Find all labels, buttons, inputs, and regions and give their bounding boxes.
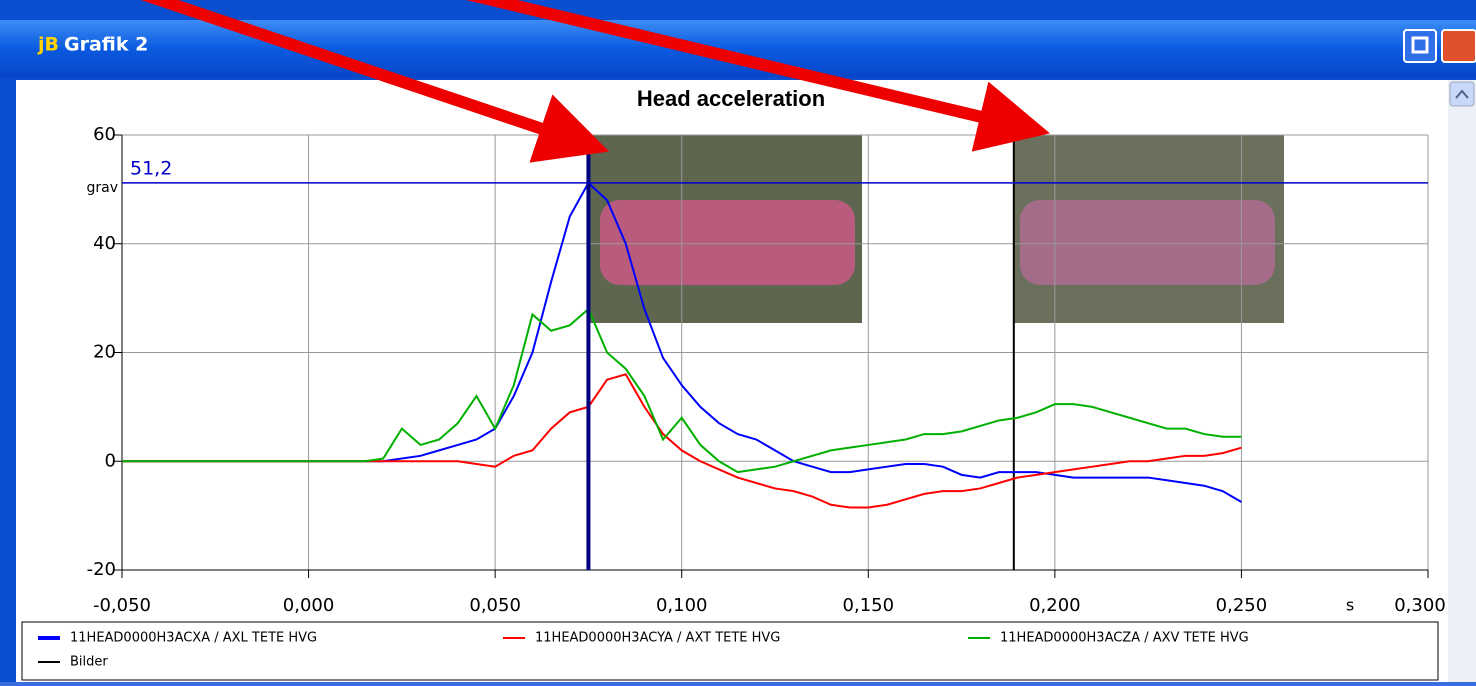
x-tick-label: 0,150 (843, 595, 895, 616)
crash-photo-car (1020, 200, 1275, 285)
x-tick-label: 0,100 (656, 595, 708, 616)
scroll-up-button[interactable] (1449, 81, 1475, 107)
app-icon: jB (37, 34, 59, 56)
chart-title: Head acceleration (637, 86, 825, 111)
y-tick-label: 20 (93, 342, 116, 363)
cursor-value-label: 51,2 (130, 157, 172, 179)
y-tick-label: 0 (105, 450, 116, 471)
scrollbar[interactable] (1448, 80, 1476, 682)
legend-label: 11HEAD0000H3ACZA / AXV TETE HVG (1000, 631, 1249, 646)
maximize-button[interactable] (1403, 29, 1437, 63)
window-title: Grafik 2 (64, 34, 148, 56)
x-tick-label: 0,200 (1029, 595, 1081, 616)
legend-box (21, 621, 1439, 681)
legend-label: Bilder (70, 655, 108, 670)
pointer-arrow (466, 0, 1051, 152)
x-tick-label: 0,050 (469, 595, 521, 616)
maximize-icon (1411, 36, 1429, 54)
crash-photo-car (600, 200, 855, 285)
close-button[interactable] (1441, 29, 1476, 63)
scroll-up-icon (1455, 89, 1469, 99)
title-bar (0, 20, 1476, 78)
y-tick-label: 60 (93, 124, 116, 145)
y-tick-label: 40 (93, 233, 116, 254)
series-line (122, 307, 1242, 474)
legend-label: 11HEAD0000H3ACXA / AXL TETE HVG (70, 631, 317, 646)
x-tick-label: 0,250 (1216, 595, 1268, 616)
pointer-arrow (140, 0, 610, 163)
y-tick-label: -20 (87, 559, 116, 580)
legend-label: 11HEAD0000H3ACYA / AXT TETE HVG (535, 631, 780, 646)
y-unit: grav (86, 180, 118, 196)
x-tick-label: 0,300 (1394, 595, 1446, 616)
x-tick-label: -0,050 (93, 595, 151, 616)
x-unit: s (1346, 596, 1354, 615)
x-tick-label: 0,000 (283, 595, 335, 616)
